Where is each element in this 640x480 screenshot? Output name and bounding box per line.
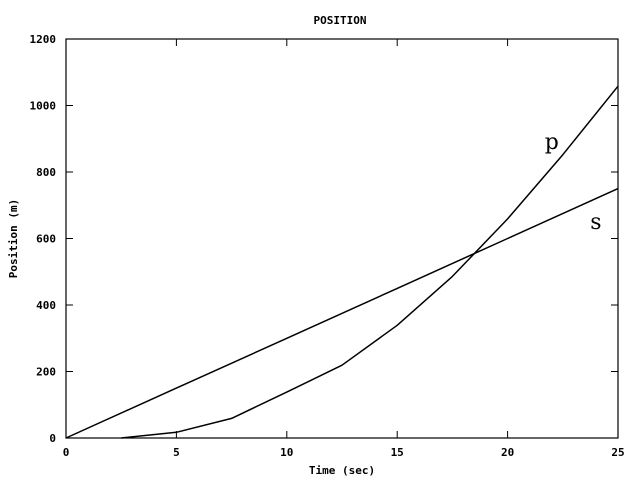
text-layer: 0 5 10 15 20 25 0 200 400 600 800 1000 1200 POSITION T…: [7, 14, 625, 477]
series-line-p: [121, 85, 619, 439]
x-tick-label: 5: [173, 446, 180, 459]
x-tick-label: 25: [611, 446, 624, 459]
y-tick-label: 800: [36, 166, 56, 179]
x-tick-label: 0: [63, 446, 70, 459]
y-tick-label: 200: [36, 366, 56, 379]
series-line-s: [65, 187, 619, 439]
curve-label-s: s: [590, 210, 601, 235]
y-tick-label: 600: [36, 233, 56, 246]
x-axis-label: Time (sec): [309, 464, 375, 477]
y-tick-label: 400: [36, 299, 56, 312]
curve-label-p: p: [545, 130, 559, 155]
y-tick-label: 1000: [30, 100, 57, 113]
y-axis-label: Position (m): [7, 199, 20, 278]
chart-title: POSITION: [314, 14, 367, 27]
y-tick-label: 0: [49, 432, 56, 445]
plot-frame: [65, 38, 619, 439]
axes-layer: [65, 38, 619, 439]
y-tick-label: 1200: [30, 33, 57, 46]
series-layer: [65, 85, 619, 439]
x-tick-label: 20: [501, 446, 514, 459]
x-tick-label: 15: [391, 446, 404, 459]
x-tick-label: 10: [280, 446, 293, 459]
